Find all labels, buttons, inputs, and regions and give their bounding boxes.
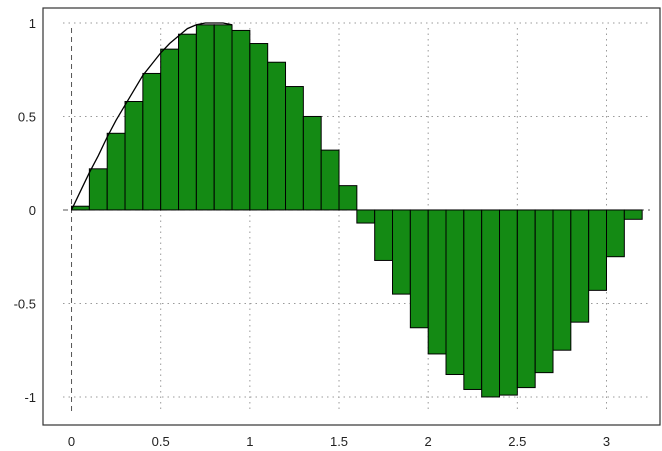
bar [499,209,518,396]
bar [178,33,197,211]
bar [427,209,447,355]
bar [392,209,411,295]
x-tick-label: 1.5 [330,434,348,449]
curve-layer [70,22,233,211]
bar [552,209,572,351]
bar [71,205,90,211]
bar [481,209,501,398]
bar [249,43,269,211]
y-tick-label: 0.5 [18,109,36,124]
bar [623,209,643,220]
x-tick-label: 2 [425,434,432,449]
bar [106,132,126,211]
y-tick-label: 1 [29,16,36,31]
bar [88,168,108,211]
tick-labels: 0 0.5 1 1.5 2 2.5 3 1 0.5 0 -0.5 -1 [14,16,611,449]
bar [516,209,536,389]
bar [606,209,625,258]
bar [463,209,483,390]
bar [302,115,322,211]
bar [195,24,215,211]
bar [338,185,358,211]
bar [320,149,340,211]
x-tick-label: 0.5 [152,434,170,449]
x-tick-label: 2.5 [508,434,526,449]
bar [160,48,180,211]
curve-line [70,22,233,211]
bar [213,24,233,211]
y-tick-label: -1 [24,390,36,405]
bar [267,61,287,211]
bar [588,209,608,291]
bar [374,209,394,261]
bar [409,209,429,329]
bars-layer [71,24,643,398]
bar [445,209,465,376]
y-tick-label: 0 [29,203,36,218]
bar [534,209,554,374]
y-tick-label: -0.5 [14,296,36,311]
bar [285,86,304,211]
bar [356,209,376,224]
bar [124,100,144,211]
x-tick-label: 0 [68,434,75,449]
bar [231,29,251,211]
x-tick-label: 1 [246,434,253,449]
bar [570,209,590,323]
plot-frame [42,7,661,426]
bar [142,72,162,211]
x-tick-label: 3 [603,434,610,449]
